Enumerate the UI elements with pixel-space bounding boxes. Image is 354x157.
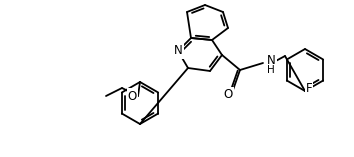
Text: F: F	[306, 82, 312, 95]
Text: O: O	[223, 89, 233, 101]
Text: O: O	[128, 89, 137, 103]
Text: N: N	[267, 54, 276, 68]
Text: N: N	[173, 44, 182, 57]
Text: H: H	[267, 65, 275, 75]
